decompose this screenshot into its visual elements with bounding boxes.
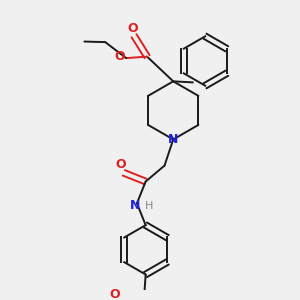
- Text: O: O: [116, 158, 126, 171]
- Text: N: N: [168, 133, 178, 146]
- Text: O: O: [127, 22, 138, 35]
- Text: O: O: [109, 288, 120, 300]
- Text: O: O: [115, 50, 125, 63]
- Text: H: H: [145, 201, 153, 211]
- Text: N: N: [130, 199, 141, 212]
